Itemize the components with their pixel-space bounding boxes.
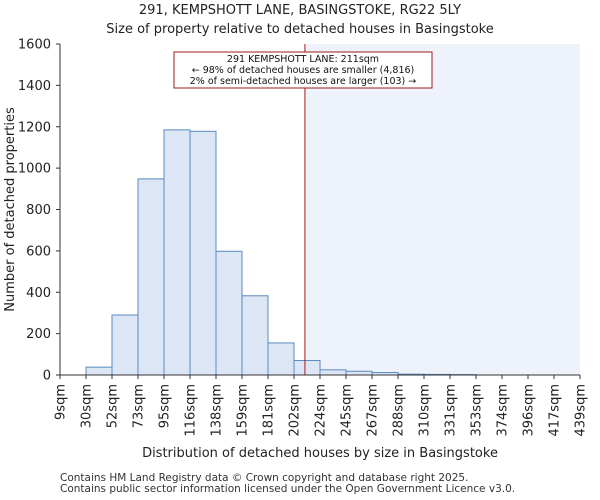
histogram-bar: [111, 314, 139, 376]
histogram-bar: [189, 130, 217, 376]
x-tick-label: 9sqm: [54, 384, 69, 420]
x-tick-label: 159sqm: [236, 384, 251, 437]
x-tick-label: 374sqm: [496, 384, 511, 437]
x-tick-label: 52sqm: [106, 384, 121, 428]
x-tick-label: 439sqm: [574, 384, 589, 437]
histogram-bar: [137, 178, 165, 376]
x-tick-label: 331sqm: [444, 384, 459, 437]
annotation-box: [173, 51, 433, 89]
y-tick-label: 1000: [18, 162, 51, 177]
annotation-line-2: ← 98% of detached houses are smaller (4,…: [192, 65, 415, 76]
histogram-bar: [267, 342, 295, 376]
histogram-bar: [163, 129, 191, 376]
x-axis-label: Distribution of detached houses by size …: [142, 446, 498, 461]
x-tick-label: 138sqm: [210, 384, 225, 437]
y-tick-label: 1200: [18, 120, 51, 135]
y-axis-label: Number of detached properties: [3, 107, 18, 312]
annotation-line-1: 291 KEMPSHOTT LANE: 211sqm: [227, 54, 379, 65]
y-tick-label: 600: [26, 244, 51, 259]
y-tick-label: 400: [26, 286, 51, 301]
y-tick-label: 1400: [18, 79, 51, 94]
annotation-line-3: 2% of semi-detached houses are larger (1…: [190, 76, 417, 87]
x-tick-label: 181sqm: [262, 384, 277, 437]
histogram-bar: [241, 295, 269, 376]
y-tick-label: 1600: [18, 38, 51, 53]
property-annotation: 291 KEMPSHOTT LANE: 211sqm ← 98% of deta…: [173, 51, 433, 89]
x-tick-label: 417sqm: [548, 384, 563, 437]
x-tick-label: 30sqm: [80, 384, 95, 428]
y-tick-label: 0: [43, 369, 51, 384]
x-tick-label: 310sqm: [418, 384, 433, 437]
footer-licence: Contains public sector information licen…: [60, 483, 516, 495]
x-tick-label: 396sqm: [522, 384, 537, 437]
x-tick-label: 73sqm: [132, 384, 147, 428]
footer-copyright: Contains HM Land Registry data © Crown c…: [60, 472, 469, 484]
x-tick-label: 224sqm: [314, 384, 329, 437]
histogram-bar: [293, 360, 321, 376]
larger-region-shade: [304, 44, 580, 375]
x-tick-label: 267sqm: [366, 384, 381, 437]
x-tick-label: 245sqm: [340, 384, 355, 437]
chart-subtitle: Size of property relative to detached ho…: [106, 22, 494, 37]
histogram-bar: [85, 366, 113, 376]
x-tick-label: 95sqm: [158, 384, 173, 428]
x-tick-label: 202sqm: [288, 384, 303, 437]
y-tick-label: 200: [26, 327, 51, 342]
histogram-bar: [345, 370, 373, 376]
x-tick-label: 116sqm: [184, 384, 199, 437]
x-tick-label: 288sqm: [392, 384, 407, 437]
x-tick-label: 353sqm: [470, 384, 485, 437]
chart-title: 291, KEMPSHOTT LANE, BASINGSTOKE, RG22 5…: [138, 3, 462, 18]
histogram-bar: [215, 250, 243, 376]
histogram-bar: [319, 369, 347, 376]
y-tick-label: 800: [26, 203, 51, 218]
